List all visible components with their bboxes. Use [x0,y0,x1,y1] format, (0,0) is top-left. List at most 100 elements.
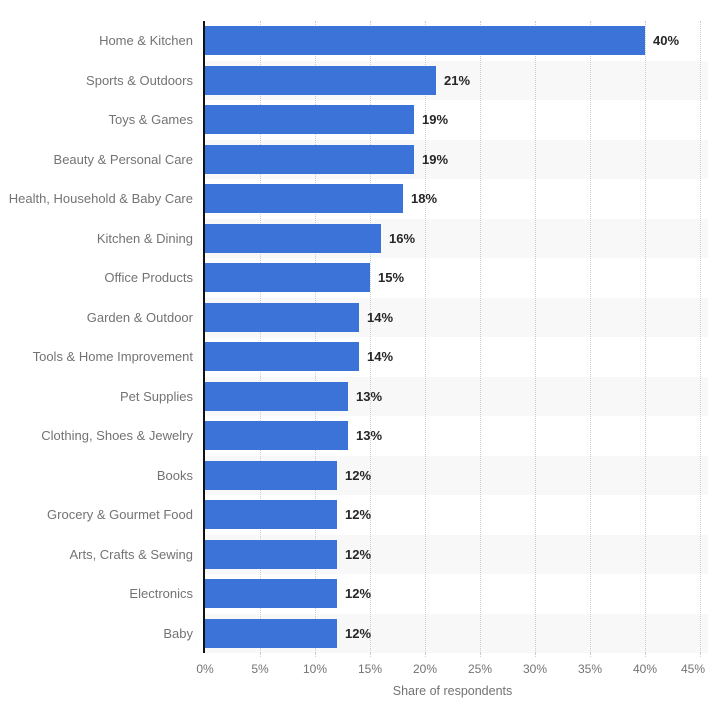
category-label: Baby [163,625,193,641]
value-label: 12% [345,625,372,641]
bar-track: 40% [205,21,708,61]
bar [205,421,348,451]
bar [205,460,337,490]
bar [205,579,337,609]
value-label: 19% [422,112,449,128]
tick-mark [260,653,261,657]
tick-mark [535,653,536,657]
bar [205,105,414,135]
bar [205,618,337,648]
bar-row: Arts, Crafts & Sewing 12% [0,535,708,575]
bar-track: 19% [205,140,708,180]
bar-row: Sports & Outdoors 21% [0,61,708,101]
gridline [260,21,261,653]
bar [205,144,414,174]
bar-track: 12% [205,574,708,614]
value-label: 40% [653,33,680,49]
category-label: Home & Kitchen [99,33,193,49]
bar [205,342,359,372]
x-tick-label: 45% [680,662,705,676]
bar-rows-layer: Home & Kitchen 40% Sports & Outdoors 21%… [0,21,708,653]
bar-row: Clothing, Shoes & Jewelry 13% [0,416,708,456]
category-label: Health, Household & Baby Care [8,191,193,207]
bar-row: Garden & Outdoor 14% [0,298,708,338]
bar-row: Kitchen & Dining 16% [0,219,708,259]
value-label: 12% [345,546,372,562]
value-label: 13% [356,388,383,404]
bar-track: 12% [205,456,708,496]
bar [205,381,348,411]
x-tick-label: 20% [412,662,438,676]
bar-track: 14% [205,337,708,377]
bar-track: 19% [205,100,708,140]
gridline [535,21,536,653]
x-tick-label: 35% [577,662,603,676]
category-label: Kitchen & Dining [96,230,193,246]
bar-track: 15% [205,258,708,298]
gridline [315,21,316,653]
value-label: 12% [345,507,372,523]
bar-track: 21% [205,61,708,101]
category-label: Electronics [129,586,193,602]
gridline [645,21,646,653]
bar-row: Books 12% [0,456,708,496]
category-label: Tools & Home Improvement [32,349,193,365]
gridline [370,21,371,653]
gridline [590,21,591,653]
x-tick-label: 15% [357,662,383,676]
category-label: Books [156,467,193,483]
x-tick-label: 10% [302,662,328,676]
gridline [480,21,481,653]
bar [205,65,436,95]
category-label: Garden & Outdoor [86,309,193,325]
category-label: Sports & Outdoors [86,72,193,88]
x-tick-label: 0% [196,662,214,676]
bar [205,223,381,253]
x-axis-title: Share of respondents [392,684,513,698]
value-label: 18% [411,191,438,207]
tick-mark [315,653,316,657]
x-tick-label: 30% [522,662,548,676]
bar [205,500,337,530]
tick-mark [370,653,371,657]
value-label: 12% [345,467,372,483]
bar-track: 13% [205,377,708,417]
category-label: Arts, Crafts & Sewing [69,546,193,562]
bar-row: Beauty & Personal Care 19% [0,140,708,180]
x-tick-label: 25% [467,662,493,676]
bar-track: 18% [205,179,708,219]
category-label: Toys & Games [108,112,193,128]
value-label: 12% [345,586,372,602]
gridline [425,21,426,653]
value-label: 14% [367,349,394,365]
category-label: Grocery & Gourmet Food [47,507,193,523]
value-label: 15% [378,270,405,286]
bar [205,184,403,214]
bar-row: Home & Kitchen 40% [0,21,708,61]
bar [205,539,337,569]
bar-track: 12% [205,535,708,575]
x-axis-ticks: 0% 5% 10% 15% 20% 25% 30% 35% 40% 45% [196,653,708,681]
value-label: 13% [356,428,383,444]
category-label: Office Products [104,270,193,286]
bar-track: 12% [205,614,708,654]
value-label: 14% [367,309,394,325]
bar-row: Tools & Home Improvement 14% [0,337,708,377]
tick-mark [645,653,646,657]
tick-mark [590,653,591,657]
bar-track: 14% [205,298,708,338]
tick-mark [700,653,701,657]
gridlines-layer [205,21,708,653]
bar-track: 13% [205,416,708,456]
bar-row: Baby 12% [0,614,708,654]
value-label: 19% [422,151,449,167]
bar-row: Health, Household & Baby Care 18% [0,179,708,219]
bar-track: 12% [205,495,708,535]
category-label: Pet Supplies [120,388,193,404]
bar-row: Grocery & Gourmet Food 12% [0,495,708,535]
value-label: 21% [444,72,471,88]
bar-row: Toys & Games 19% [0,100,708,140]
y-axis-line [203,21,205,653]
bar-row: Pet Supplies 13% [0,377,708,417]
